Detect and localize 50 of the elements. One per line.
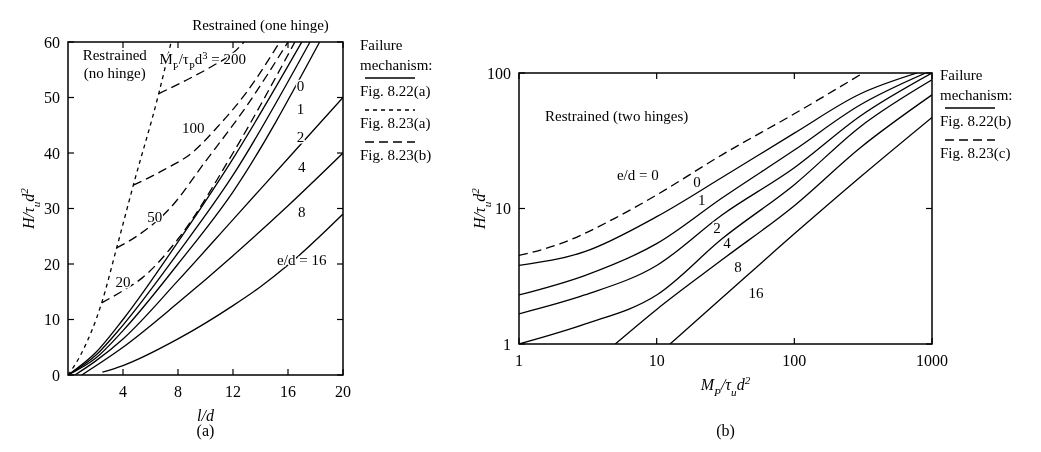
annotation: 50 xyxy=(147,209,163,226)
annotation: 2 xyxy=(713,220,721,237)
y-tick-label: 40 xyxy=(44,144,60,162)
annotation: 8 xyxy=(734,259,742,276)
annotation: 20 xyxy=(115,274,131,291)
y-tick-label: 0 xyxy=(52,366,60,384)
y-tick-label: 10 xyxy=(44,311,60,329)
x-axis-title: l/d xyxy=(197,407,215,424)
text: Restrained (two hinges) xyxy=(545,108,689,125)
annotation: M$_{P}$/τ$_{P}$d$^{3}$ = 200 xyxy=(159,49,246,72)
legend-label: Fig. 8.23(a) xyxy=(360,115,431,132)
y-tick-label: 100 xyxy=(487,64,511,82)
legend-label: Fig. 8.22(a) xyxy=(360,83,431,100)
x-tick-label: 1000 xyxy=(916,352,948,369)
y-tick-label: 30 xyxy=(44,200,60,218)
text: (b) xyxy=(716,422,735,440)
y-tick-label: 1 xyxy=(503,335,511,353)
y-tick-label: 10 xyxy=(495,200,511,218)
y-tick-label: 50 xyxy=(44,89,60,107)
legend-title: Failure mechanism: xyxy=(940,67,1013,103)
x-tick-label: 16 xyxy=(280,383,296,400)
annotation: 4 xyxy=(298,159,306,176)
x-tick-label: 10 xyxy=(648,352,665,369)
chart-title: Restrained (one hinge) xyxy=(192,17,329,34)
annotation: e/d = 16 xyxy=(277,252,327,269)
annotation: e/d = 0 xyxy=(616,167,659,184)
annotation: 0 xyxy=(693,174,701,191)
y-tick-label: 60 xyxy=(44,33,60,51)
x-tick-label: 20 xyxy=(335,383,351,400)
annotation: 4 xyxy=(723,234,732,251)
legend-label: Fig. 8.23(c) xyxy=(940,145,1011,162)
x-tick-label: 4 xyxy=(119,383,127,400)
x-tick-label: 12 xyxy=(225,383,241,400)
x-tick-label: 8 xyxy=(174,383,182,400)
annotation: 16 xyxy=(748,284,765,301)
annotation: 2 xyxy=(296,128,305,145)
legend-title: Failure mechanism: xyxy=(360,37,433,73)
annotation: 100 xyxy=(181,120,205,137)
text: (a) xyxy=(196,422,215,440)
y-tick-label: 20 xyxy=(44,255,60,273)
annotation: 0 xyxy=(296,77,305,94)
legend-label: Fig. 8.22(b) xyxy=(940,113,1012,130)
x-tick-label: 1 xyxy=(515,352,523,369)
annotation: 1 xyxy=(296,100,305,117)
annotation: Restrained (no hinge) xyxy=(82,47,148,83)
annotation: 1 xyxy=(698,192,706,209)
annotation: 8 xyxy=(298,204,306,221)
x-tick-label: 100 xyxy=(782,352,807,369)
x-axis-title: M$_{P}$/τ$_{u}$d$^{2}$ xyxy=(699,374,751,398)
legend-label: Fig. 8.23(b) xyxy=(360,147,432,164)
